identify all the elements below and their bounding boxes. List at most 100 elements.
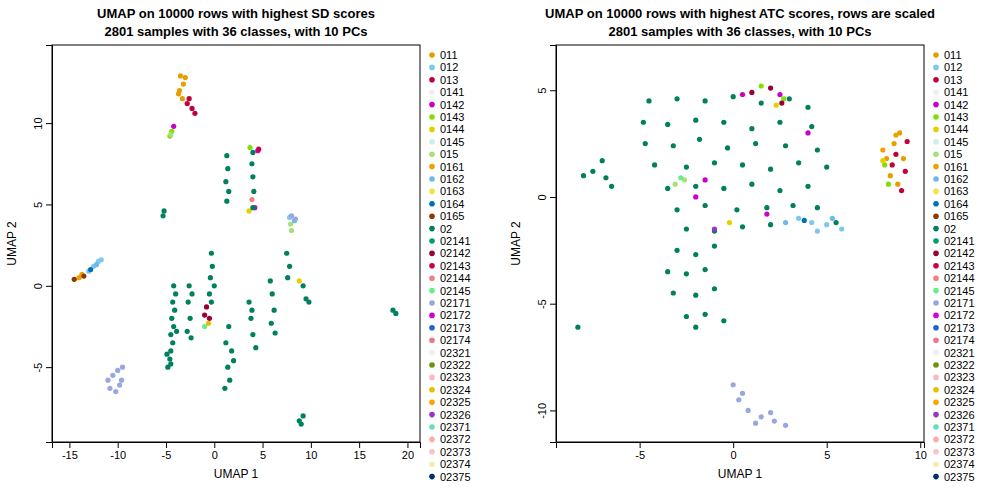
point [169,316,174,321]
point [693,194,698,199]
point [603,175,608,180]
legend-label: 0162 [440,173,464,185]
legend-label: 02321 [440,347,471,359]
legend-label: 02325 [944,396,975,408]
legend-marker [429,300,435,306]
y-axis-label: UMAP 2 [509,221,523,266]
legend-label: 0164 [440,198,464,210]
legend-label: 02142 [944,247,975,259]
x-tick-label: 0 [731,449,737,461]
legend-marker [429,275,435,281]
x-tick-group: -10 [110,442,126,461]
legend-marker [933,139,939,145]
panel: -15-10-505101520-50510UMAP on 10000 rows… [5,6,471,483]
point [893,152,898,157]
point [210,264,215,269]
x-tick-label: 10 [305,449,317,461]
point [880,147,885,152]
point [824,164,829,169]
point [905,139,910,144]
point [222,386,227,391]
point [110,373,115,378]
point [246,299,251,304]
legend-marker [429,201,435,207]
legend-label: 02322 [944,359,975,371]
x-tick [359,442,360,448]
legend-marker [933,213,939,219]
point [306,299,311,304]
legend-marker [429,437,435,443]
point [224,199,229,204]
y-tick [550,304,556,305]
x-tick-group: -5 [635,442,645,461]
point [301,413,306,418]
point [208,275,213,280]
point [171,124,176,129]
point [777,92,782,97]
point [183,75,188,80]
legend-marker [429,102,435,108]
legend-label: 0165 [440,210,464,222]
legend-marker [429,399,435,405]
point [684,271,689,276]
legend-marker [933,176,939,182]
y-tick-label: 0 [32,283,44,289]
legend-label: 0141 [440,86,464,98]
point [693,325,698,330]
legend-label: 02323 [440,371,471,383]
legend-marker [933,424,939,430]
point [185,329,190,334]
legend-marker [429,139,435,145]
point [759,83,764,88]
legend-marker [933,474,939,480]
legend-label: 0142 [440,99,464,111]
point [250,205,255,210]
point [674,248,679,253]
y-tick-group: -10 [536,403,556,419]
legend-marker [429,325,435,331]
points [575,83,909,428]
legend-label: 02321 [944,347,975,359]
legend-marker [429,77,435,83]
point [170,340,175,345]
legend-marker [933,461,939,467]
point [674,96,679,101]
x-tick-label: 0 [212,449,218,461]
legend-label: 012 [944,61,962,73]
legend-label: 0141 [944,86,968,98]
point [171,283,176,288]
y-tick-label: -10 [536,403,548,419]
point [227,378,232,383]
point [250,174,255,179]
legend-label: 0144 [944,123,968,135]
point [839,226,844,231]
point [212,283,217,288]
legend-label: 012 [440,61,458,73]
legend-marker [933,77,939,83]
legend-label: 02373 [440,446,471,458]
point [301,283,306,288]
point [764,205,769,210]
point [665,186,670,191]
point [759,100,764,105]
point [740,224,745,229]
legend-label: 0145 [440,136,464,148]
x-tick [407,442,408,448]
point [247,145,252,150]
point [652,162,657,167]
x-tick-label: 20 [402,449,414,461]
legend-label: 02374 [944,458,975,470]
legend-marker [933,375,939,381]
point [176,91,181,96]
point [202,312,207,317]
point [768,222,773,227]
x-tick [827,442,828,448]
legend-marker [429,164,435,170]
legend-label: 02172 [944,309,975,321]
point [774,103,779,108]
point [72,277,77,282]
point [693,293,698,298]
point [168,361,173,366]
point [600,158,605,163]
point [721,120,726,125]
